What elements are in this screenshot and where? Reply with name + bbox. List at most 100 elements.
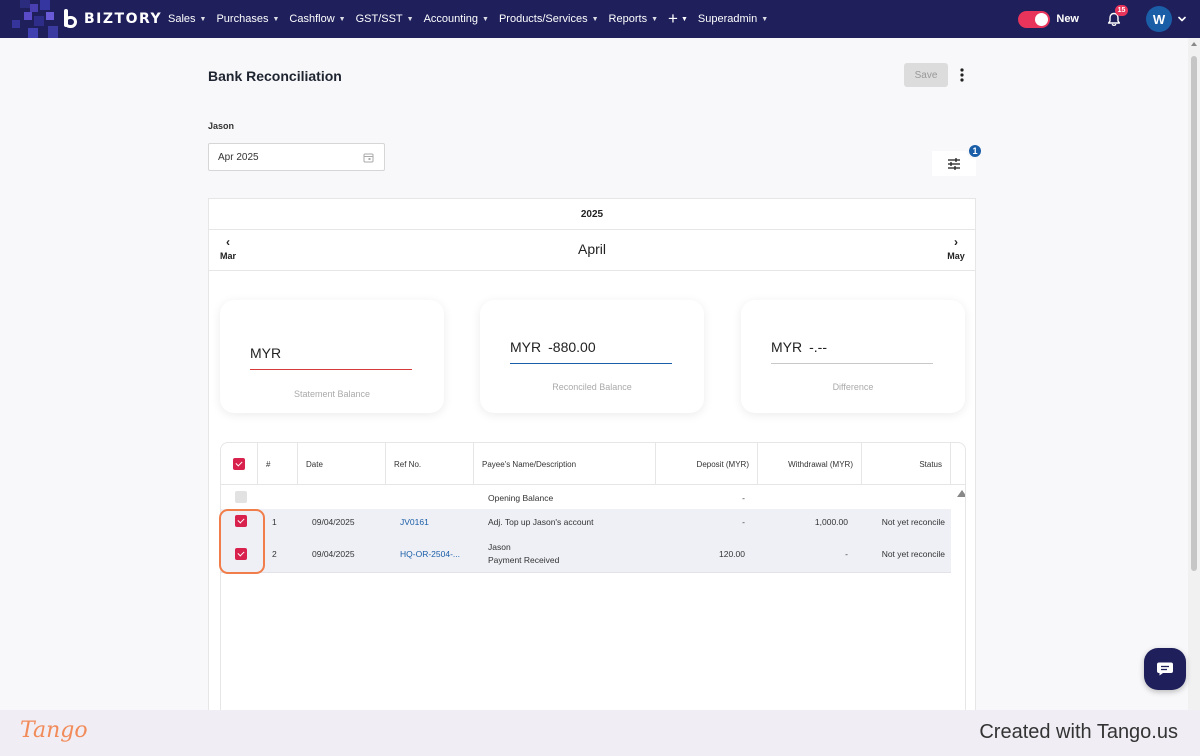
reconciled-balance-caption: Reconciled Balance bbox=[552, 382, 632, 392]
difference-value: -.-- bbox=[809, 338, 828, 355]
row-ref-link[interactable]: JV0161 bbox=[400, 517, 429, 527]
chevron-down-icon: ▼ bbox=[651, 15, 659, 23]
chevron-down-icon: ▼ bbox=[761, 15, 769, 23]
menu-gst-sst-label: GST/SST bbox=[355, 13, 403, 25]
previous-month-button[interactable]: ‹ Mar bbox=[215, 236, 241, 261]
more-options-icon[interactable] bbox=[956, 66, 968, 84]
page-scrollbar[interactable] bbox=[1188, 38, 1200, 710]
plus-icon: + bbox=[668, 9, 678, 28]
navbar-right-group: New 15 W bbox=[1018, 0, 1186, 38]
row-withdrawal: - bbox=[845, 549, 848, 559]
scroll-up-arrow-icon[interactable] bbox=[1191, 42, 1197, 46]
menu-sales-label: Sales bbox=[168, 13, 196, 25]
reconciled-balance-value: -880.00 bbox=[548, 338, 596, 355]
period-picker-input[interactable]: Apr 2025 bbox=[208, 143, 385, 171]
header-deposit[interactable]: Deposit (MYR) bbox=[656, 443, 758, 485]
tango-footer: Tango Created with Tango.us bbox=[0, 710, 1200, 756]
period-value: Apr 2025 bbox=[218, 151, 259, 163]
statement-balance-caption: Statement Balance bbox=[293, 389, 371, 399]
menu-gst-sst[interactable]: GST/SST ▼ bbox=[356, 13, 414, 25]
header-withdrawal[interactable]: Withdrawal (MYR) bbox=[758, 443, 862, 485]
row-date: 09/04/2025 bbox=[312, 549, 355, 559]
calendar-year: 2025 bbox=[209, 199, 975, 230]
opening-balance-label: Opening Balance bbox=[488, 493, 554, 503]
chevron-down-icon: ▼ bbox=[591, 15, 599, 23]
sliders-icon bbox=[948, 157, 960, 170]
chevron-down-icon[interactable] bbox=[1178, 15, 1186, 23]
table-row[interactable]: 1 09/04/2025 JV0161 Adj. Top up Jason's … bbox=[221, 509, 951, 534]
row-status: Not yet reconcile bbox=[881, 549, 945, 559]
chevron-down-icon: ▼ bbox=[272, 15, 280, 23]
menu-sales[interactable]: Sales ▼ bbox=[168, 13, 206, 25]
header-ref[interactable]: Ref No. bbox=[386, 443, 474, 485]
next-month-label: May bbox=[947, 251, 965, 261]
table-scroll-up-icon[interactable] bbox=[957, 490, 965, 497]
current-month: April bbox=[577, 241, 606, 257]
chevron-left-icon: ‹ bbox=[226, 235, 230, 249]
menu-accounting[interactable]: Accounting ▼ bbox=[424, 13, 489, 25]
row-ref-link[interactable]: HQ-OR-2504-... bbox=[400, 549, 460, 559]
menu-products-services-label: Products/Services bbox=[498, 13, 588, 25]
reconciled-balance-card: MYR -880.00 Reconciled Balance bbox=[480, 300, 704, 413]
save-button[interactable]: Save bbox=[904, 63, 948, 87]
scroll-thumb[interactable] bbox=[1191, 56, 1197, 571]
header-status[interactable]: Status bbox=[862, 443, 951, 485]
header-payee[interactable]: Payee's Name/Description bbox=[474, 443, 656, 485]
notifications-button[interactable]: 15 bbox=[1106, 5, 1128, 28]
chevron-down-icon: ▼ bbox=[338, 15, 346, 23]
brand-logo[interactable]: BIZTORY bbox=[62, 9, 162, 29]
row-deposit: 120.00 bbox=[719, 549, 745, 559]
tango-logo: Tango bbox=[20, 718, 88, 743]
next-month-button[interactable]: › May bbox=[943, 236, 969, 261]
brand-name: BIZTORY bbox=[84, 11, 163, 27]
row-withdrawal: 1,000.00 bbox=[814, 517, 848, 527]
table-row-opening-balance: Opening Balance - bbox=[221, 485, 951, 509]
menu-superadmin-label: Superadmin bbox=[697, 13, 758, 25]
brand-mark-icon bbox=[62, 9, 80, 29]
row-payee: Jason bbox=[488, 542, 511, 552]
difference-card: MYR -.-- Difference bbox=[741, 300, 965, 413]
row-date: 09/04/2025 bbox=[312, 517, 355, 527]
new-ui-label: New bbox=[1056, 13, 1079, 25]
header-select-cell bbox=[221, 443, 258, 485]
row-2-checkbox[interactable] bbox=[235, 548, 247, 560]
currency-label: MYR bbox=[771, 338, 803, 355]
header-num: # bbox=[258, 443, 298, 485]
bank-account-name: Jason bbox=[208, 121, 235, 131]
currency-label: MYR bbox=[250, 344, 282, 361]
top-navbar: BIZTORY Sales ▼ Purchases ▼ Cashflow ▼ GST/… bbox=[0, 0, 1200, 38]
opening-balance-checkbox bbox=[235, 491, 247, 503]
menu-superadmin[interactable]: Superadmin ▼ bbox=[698, 13, 768, 25]
new-ui-toggle[interactable] bbox=[1018, 10, 1051, 28]
menu-cashflow[interactable]: Cashflow ▼ bbox=[289, 13, 345, 25]
row-payee: Adj. Top up Jason's account bbox=[488, 517, 594, 527]
row-num: 2 bbox=[272, 549, 277, 559]
chevron-down-icon: ▼ bbox=[482, 15, 489, 23]
chevron-down-icon: ▼ bbox=[680, 15, 688, 23]
header-date[interactable]: Date bbox=[298, 443, 386, 485]
row-status: Not yet reconcile bbox=[881, 517, 945, 527]
calendar-icon[interactable] bbox=[363, 152, 374, 163]
quick-add-button[interactable]: + ▼ bbox=[668, 9, 688, 29]
table-row[interactable]: 2 09/04/2025 HQ-OR-2504-... Jason Paymen… bbox=[221, 534, 951, 573]
main-menu: Sales ▼ Purchases ▼ Cashflow ▼ GST/SST ▼ Acc… bbox=[168, 0, 778, 38]
menu-purchases[interactable]: Purchases ▼ bbox=[216, 13, 279, 25]
notification-count-badge: 15 bbox=[1115, 5, 1128, 16]
reconciliation-card: 2025 ‹ Mar April › May MYR Statement Bal… bbox=[208, 198, 976, 722]
statement-balance-input[interactable]: MYR bbox=[250, 336, 412, 370]
brand-pixel-decoration bbox=[0, 0, 70, 38]
chat-support-button[interactable] bbox=[1144, 648, 1186, 690]
menu-cashflow-label: Cashflow bbox=[289, 13, 335, 25]
statement-balance-card: MYR Statement Balance bbox=[220, 300, 444, 413]
row-1-checkbox[interactable] bbox=[235, 515, 247, 527]
menu-reports[interactable]: Reports ▼ bbox=[609, 13, 658, 25]
created-with-text: Created with Tango.us bbox=[979, 721, 1178, 743]
previous-month-label: Mar bbox=[219, 251, 236, 261]
user-avatar[interactable]: W bbox=[1146, 6, 1172, 32]
menu-purchases-label: Purchases bbox=[216, 13, 269, 25]
tutorial-highlight-box bbox=[219, 509, 265, 574]
menu-products-services[interactable]: Products/Services ▼ bbox=[499, 13, 599, 25]
table-header: # Date Ref No. Payee's Name/Description … bbox=[221, 443, 965, 485]
select-all-checkbox[interactable] bbox=[233, 458, 245, 470]
chevron-down-icon: ▼ bbox=[406, 15, 414, 23]
